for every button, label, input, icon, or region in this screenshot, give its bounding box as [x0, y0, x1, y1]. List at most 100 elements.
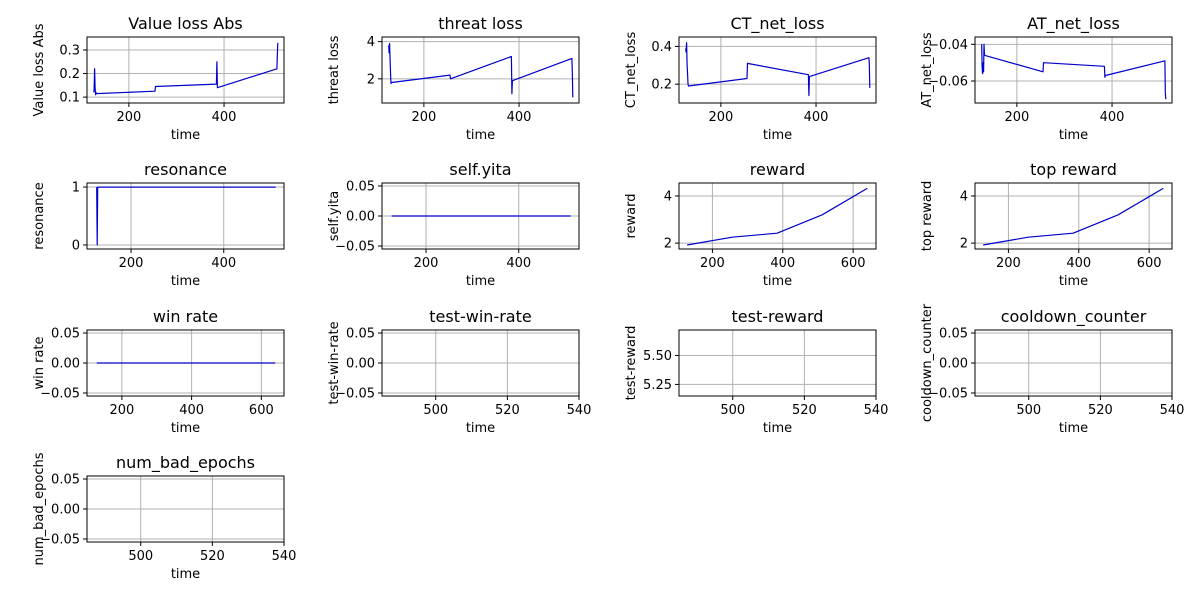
- y-axis-label: top reward: [920, 181, 935, 251]
- y-tick-label: 0.00: [939, 357, 968, 372]
- x-tick-label: 200: [109, 403, 134, 418]
- subplot-11: 500 520 540 −0.05 0.00 0.05 cooldown_counterti…: [920, 303, 1184, 436]
- axes-frame: [974, 36, 1173, 104]
- x-axis-label: time: [466, 128, 495, 143]
- x-tick-label: 200: [996, 256, 1021, 271]
- subplot-title: test-win-rate: [429, 307, 531, 326]
- y-tick-label: 2: [960, 237, 968, 252]
- x-tick-label: 400: [507, 110, 532, 125]
- y-tick-label: −0.04: [928, 38, 968, 53]
- series-line: [685, 42, 871, 97]
- subplot-title: CT_net_loss: [730, 14, 824, 34]
- y-tick-label: 0.2: [651, 78, 672, 93]
- y-tick-label: 0.3: [59, 43, 80, 58]
- y-tick-label: −0.05: [335, 387, 375, 402]
- subplot-title: self.yita: [449, 160, 511, 179]
- y-axis-label: Value loss Abs: [32, 23, 47, 116]
- subplot-title: test-reward: [732, 307, 824, 326]
- subplot-1: 200 400 2 4 threat loss time threat loss: [327, 14, 580, 143]
- y-tick-label: 2: [367, 72, 375, 87]
- y-tick-label: −0.05: [928, 387, 968, 402]
- axes-frame: [86, 329, 285, 397]
- subplot-0: 200 400 0.1 0.2 0.3 Value loss Abs time Value l…: [32, 14, 285, 143]
- x-tick-label: 200: [708, 110, 733, 125]
- x-tick-label: 540: [567, 403, 592, 418]
- x-tick-label: 520: [1088, 403, 1113, 418]
- x-tick-label: 500: [423, 403, 448, 418]
- x-tick-label: 600: [249, 403, 274, 418]
- y-tick-label: 4: [367, 35, 375, 50]
- subplot-4: 200 400 0 1 resonance time resonance: [32, 160, 285, 289]
- x-tick-label: 520: [200, 549, 225, 564]
- x-tick-label: 200: [414, 256, 439, 271]
- y-tick-label: 0.05: [939, 327, 968, 342]
- x-tick-label: 540: [1160, 403, 1185, 418]
- y-tick-label: 2: [664, 237, 672, 252]
- y-tick-label: 0.4: [651, 40, 672, 55]
- subplot-title: Value loss Abs: [128, 14, 242, 33]
- y-axis-label: CT_net_loss: [624, 32, 639, 109]
- y-axis-label: threat loss: [327, 35, 342, 104]
- x-tick-label: 400: [212, 110, 237, 125]
- series-line: [388, 42, 574, 98]
- y-tick-label: 5.50: [643, 349, 672, 364]
- y-tick-label: 0.00: [51, 357, 80, 372]
- axes-frame: [381, 329, 580, 397]
- y-axis-label: cooldown_counter: [920, 303, 935, 422]
- y-axis-label: AT_net_loss: [920, 32, 935, 107]
- x-tick-label: 500: [1016, 403, 1041, 418]
- x-tick-label: 540: [272, 549, 297, 564]
- series-line: [982, 187, 1164, 246]
- x-tick-label: 400: [770, 256, 795, 271]
- subplot-title: win rate: [153, 307, 218, 326]
- x-axis-label: time: [171, 567, 200, 582]
- axes-frame: [381, 182, 580, 250]
- subplot-8: 200 400 600 −0.05 0.00 0.05 win rate time win ra…: [32, 307, 285, 436]
- subplot-title: resonance: [144, 160, 227, 179]
- subplot-7: 200 400 600 2 4 top reward time top reward: [920, 160, 1173, 289]
- x-axis-label: time: [171, 421, 200, 436]
- x-tick-label: 400: [179, 403, 204, 418]
- y-tick-label: 0.1: [59, 91, 80, 106]
- x-tick-label: 600: [841, 256, 866, 271]
- x-tick-label: 540: [864, 403, 889, 418]
- x-axis-label: time: [763, 421, 792, 436]
- y-tick-label: −0.05: [335, 240, 375, 255]
- x-tick-label: 400: [1100, 110, 1125, 125]
- axes-frame: [86, 182, 285, 250]
- x-axis-label: time: [466, 274, 495, 289]
- x-tick-label: 200: [116, 110, 141, 125]
- axes-frame: [678, 182, 877, 250]
- subplot-title: reward: [750, 160, 805, 179]
- y-tick-label: −0.05: [40, 387, 80, 402]
- x-tick-label: 400: [211, 256, 236, 271]
- y-tick-label: 0.05: [346, 180, 375, 195]
- subplot-12: 500 520 540 −0.05 0.00 0.05 num_bad_epochstime…: [32, 452, 296, 582]
- x-axis-label: time: [1059, 274, 1088, 289]
- x-tick-label: 520: [495, 403, 520, 418]
- axes-frame: [974, 329, 1173, 397]
- subplot-title: threat loss: [438, 14, 523, 33]
- y-tick-label: 0.00: [346, 357, 375, 372]
- y-tick-label: 0: [72, 238, 80, 253]
- y-axis-label: resonance: [32, 182, 47, 249]
- x-tick-label: 200: [411, 110, 436, 125]
- subplot-title: AT_net_loss: [1027, 14, 1120, 34]
- y-tick-label: 0.00: [51, 503, 80, 518]
- x-axis-label: time: [171, 128, 200, 143]
- y-tick-label: −0.05: [40, 533, 80, 548]
- x-tick-label: 500: [720, 403, 745, 418]
- series-line: [93, 42, 279, 96]
- axes-frame: [974, 182, 1173, 250]
- x-tick-label: 400: [1066, 256, 1091, 271]
- subplot-title: cooldown_counter: [1001, 307, 1147, 327]
- axes-frame: [86, 475, 285, 543]
- y-tick-label: 1: [72, 181, 80, 196]
- y-tick-label: 0.05: [346, 327, 375, 342]
- axes-frame: [381, 36, 580, 104]
- y-axis-label: self.yita: [327, 191, 342, 242]
- x-axis-label: time: [466, 421, 495, 436]
- x-tick-label: 200: [700, 256, 725, 271]
